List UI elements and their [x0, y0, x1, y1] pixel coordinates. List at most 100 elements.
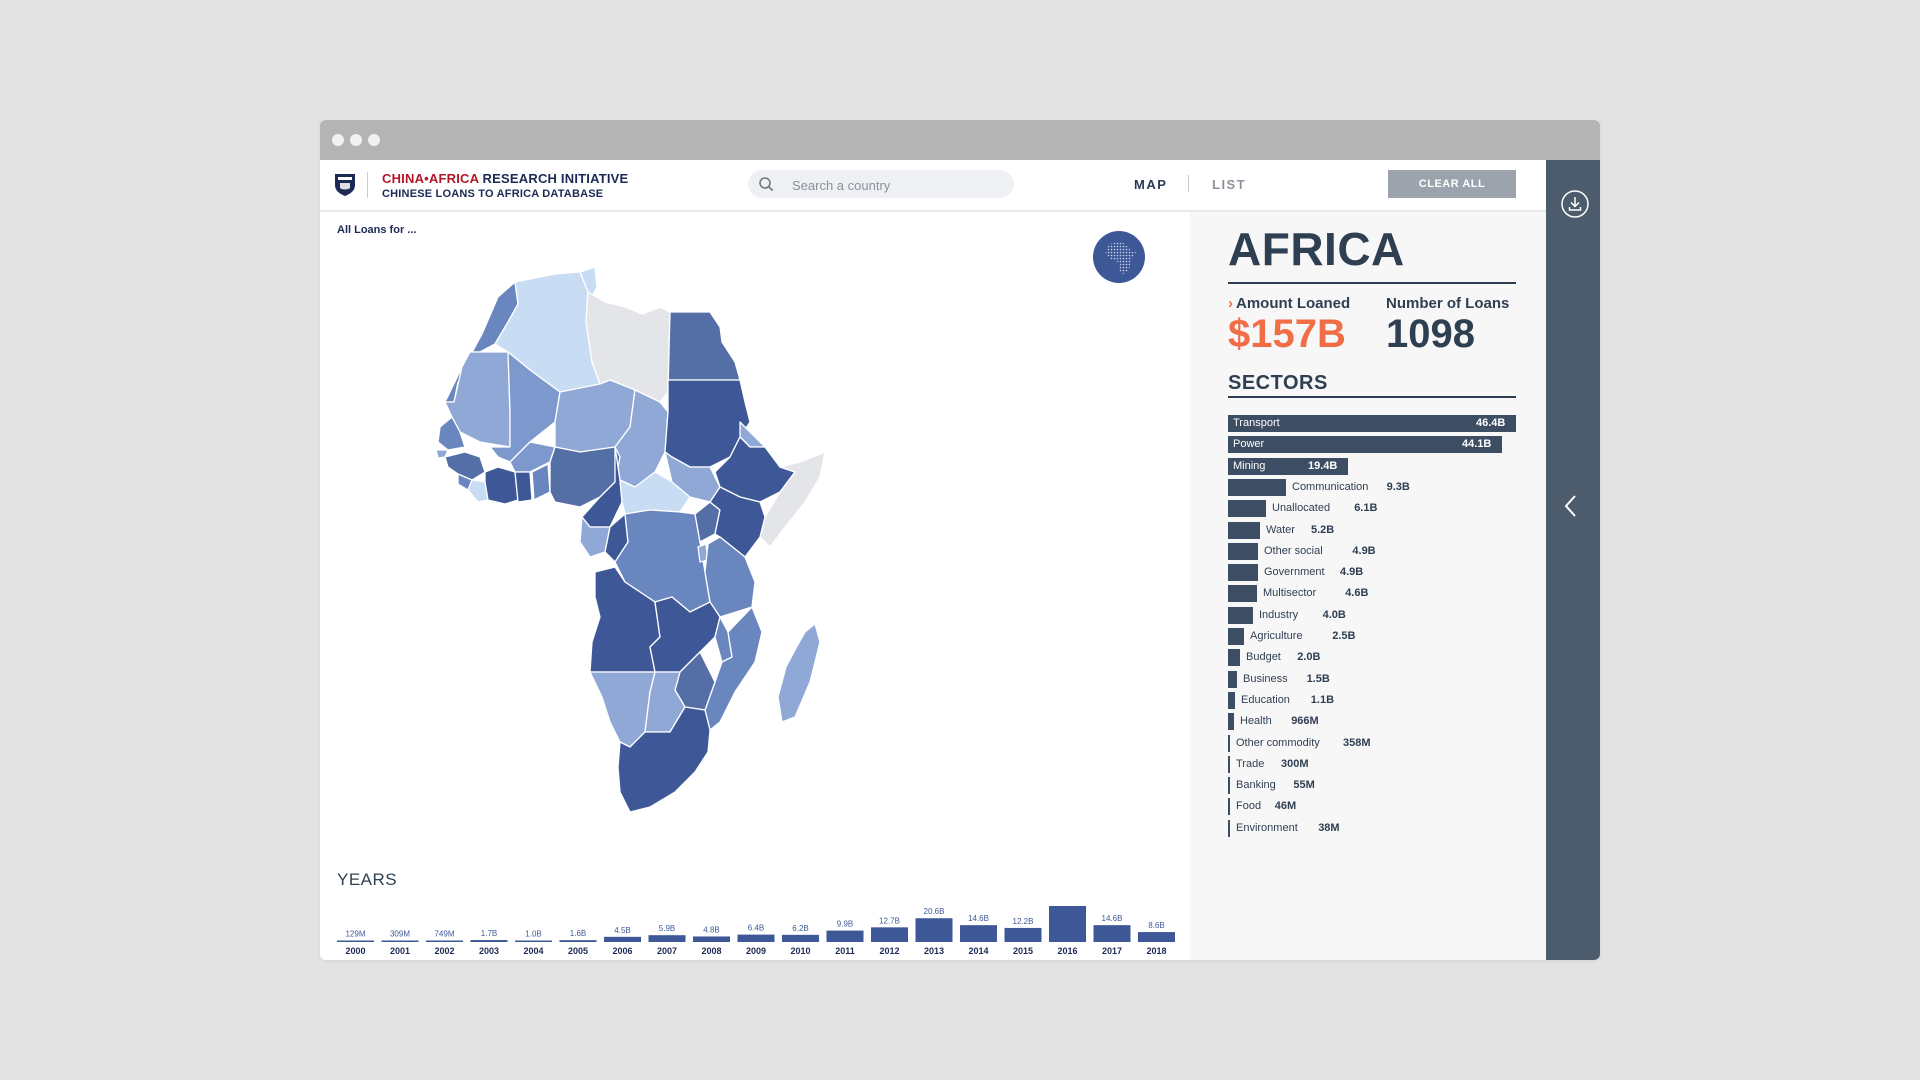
search-input[interactable]	[790, 174, 1004, 196]
year-bar-2004[interactable]	[515, 940, 552, 943]
sector-name: Food	[1236, 800, 1262, 813]
country-guinea[interactable]	[444, 451, 486, 481]
window-maximize-dot[interactable]	[368, 134, 380, 146]
sector-row[interactable]: Government 4.9B	[1228, 563, 1528, 584]
year-value-label: 1.0B	[525, 930, 541, 939]
sector-value: 4.9B	[1352, 544, 1376, 557]
sector-row[interactable]: Communication 9.3B	[1228, 478, 1528, 499]
year-bar-2001[interactable]	[381, 940, 419, 943]
year-bar-2008[interactable]	[693, 936, 730, 942]
year-label: 2004	[523, 946, 543, 956]
sector-value: 9.3B	[1386, 480, 1410, 493]
sector-row[interactable]: Education 1.1B	[1228, 691, 1528, 712]
country-senegal[interactable]	[437, 416, 466, 451]
year-bar-2003[interactable]	[470, 940, 508, 942]
year-label: 2015	[1013, 946, 1033, 956]
year-bar-2005[interactable]	[559, 940, 597, 942]
tab-map[interactable]: MAP	[1134, 177, 1168, 192]
year-bar-2018[interactable]	[1138, 932, 1175, 942]
year-label: 2002	[434, 946, 454, 956]
sector-row[interactable]: Other commodity 358M	[1228, 734, 1528, 755]
sector-row[interactable]: Budget 2.0B	[1228, 648, 1528, 669]
sector-bar	[1228, 649, 1240, 667]
country-somalia[interactable]	[759, 451, 826, 548]
app: CHINA•AFRICA RESEARCH INITIATIVE CHINESE…	[320, 160, 1600, 960]
year-label: 2018	[1146, 946, 1166, 956]
year-bar-2006[interactable]	[604, 936, 641, 942]
country-uganda[interactable]	[694, 501, 721, 543]
number-of-loans-label[interactable]: Number of Loans	[1386, 295, 1510, 312]
sector-row[interactable]: Mining 19.4B	[1228, 457, 1528, 478]
sector-row[interactable]: Trade 300M	[1228, 755, 1528, 776]
country-guinea-bissau[interactable]	[435, 449, 449, 459]
year-bar-2000[interactable]	[337, 940, 374, 943]
sector-name: Education	[1241, 693, 1290, 706]
africa-globe-icon[interactable]	[1092, 230, 1146, 284]
year-bar-2011[interactable]	[826, 930, 864, 942]
country-zambia[interactable]	[649, 596, 721, 673]
sector-name: Agriculture	[1250, 630, 1303, 642]
sector-value: 966M	[1291, 715, 1319, 728]
chevron-right-icon: ›	[1228, 295, 1233, 312]
sector-row[interactable]: Other social 4.9B	[1228, 542, 1528, 563]
sector-row[interactable]: Unallocated 6.1B	[1228, 499, 1528, 520]
sector-value: 44.1B	[1462, 438, 1492, 451]
sector-bar	[1228, 564, 1258, 582]
sector-value: 2.0B	[1297, 651, 1321, 664]
country-south-africa[interactable]	[617, 706, 711, 813]
sector-value: 300M	[1281, 757, 1309, 770]
country-tunisia[interactable]	[579, 266, 598, 301]
sector-name: Environment	[1236, 821, 1298, 834]
year-bar-2017[interactable]	[1093, 925, 1131, 942]
sais-shield-logo[interactable]	[334, 173, 356, 197]
sector-bar	[1228, 585, 1257, 603]
sector-row[interactable]: Agriculture 2.5B	[1228, 627, 1528, 648]
sector-bar	[1228, 415, 1516, 432]
tab-list[interactable]: LIST	[1212, 177, 1247, 192]
year-bar-2014[interactable]	[960, 925, 997, 942]
sector-row[interactable]: Multisector 4.6B	[1228, 584, 1528, 605]
sector-row[interactable]: Health 966M	[1228, 712, 1528, 733]
year-bar-2009[interactable]	[737, 934, 775, 942]
year-bar-2015[interactable]	[1004, 927, 1042, 942]
sector-name: Communication	[1292, 480, 1369, 493]
year-bar-2010[interactable]	[782, 934, 819, 942]
sector-bar	[1228, 457, 1348, 475]
year-value-label: 20.6B	[924, 907, 945, 916]
country-cote-divoire[interactable]	[484, 466, 519, 505]
window-close-dot[interactable]	[332, 134, 344, 146]
year-bar-2013[interactable]	[915, 918, 953, 942]
year-bar-2002[interactable]	[426, 940, 463, 943]
country-libya[interactable]	[585, 291, 671, 403]
year-label: 2017	[1102, 946, 1122, 956]
clear-all-button[interactable]: CLEAR ALL	[1388, 170, 1516, 198]
country-ghana[interactable]	[514, 471, 533, 503]
year-value-label: 6.2B	[792, 924, 808, 933]
year-bar-2007[interactable]	[648, 935, 686, 942]
amount-loaned-label[interactable]: › Amount Loaned	[1228, 295, 1350, 312]
year-value-label: 4.8B	[703, 925, 719, 934]
country-madagascar[interactable]	[777, 623, 821, 723]
sector-value: 1.1B	[1310, 693, 1335, 706]
sectors-divider	[1228, 396, 1516, 398]
sector-row[interactable]: Transport 46.4B	[1228, 414, 1528, 435]
year-value-label: 8.6B	[1148, 921, 1164, 930]
amount-loaned-value: $157B	[1228, 312, 1346, 356]
sector-row[interactable]: Industry 4.0B	[1228, 606, 1528, 627]
year-value-label: 129M	[345, 930, 365, 939]
sector-row[interactable]: Water 5.2B	[1228, 521, 1528, 542]
chevron-left-icon[interactable]	[1560, 492, 1582, 520]
year-bar-2012[interactable]	[871, 927, 908, 942]
sector-row[interactable]: Banking 55M	[1228, 776, 1528, 797]
sector-row[interactable]: Business 1.5B	[1228, 670, 1528, 691]
download-icon[interactable]	[1560, 189, 1590, 219]
sector-row[interactable]: Food 46M	[1228, 797, 1528, 818]
window-minimize-dot[interactable]	[350, 134, 362, 146]
sector-row[interactable]: Power 44.1B	[1228, 435, 1528, 456]
search-box[interactable]	[748, 170, 1014, 198]
sector-value: 1.5B	[1306, 672, 1330, 685]
year-bar-2016[interactable]	[1049, 906, 1086, 942]
sector-bar	[1228, 521, 1260, 539]
sector-bar	[1228, 542, 1258, 560]
sector-row[interactable]: Environment 38M	[1228, 819, 1528, 840]
